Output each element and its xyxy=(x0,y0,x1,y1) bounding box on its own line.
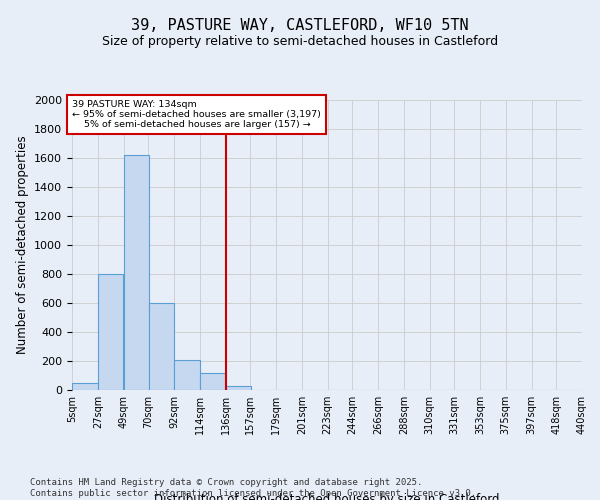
Bar xyxy=(226,386,251,390)
Bar xyxy=(124,155,149,390)
Text: Contains HM Land Registry data © Crown copyright and database right 2025.
Contai: Contains HM Land Registry data © Crown c… xyxy=(30,478,476,498)
Text: 39 PASTURE WAY: 134sqm
← 95% of semi-detached houses are smaller (3,197)
    5% : 39 PASTURE WAY: 134sqm ← 95% of semi-det… xyxy=(72,100,321,130)
Text: Size of property relative to semi-detached houses in Castleford: Size of property relative to semi-detach… xyxy=(102,35,498,48)
Bar xyxy=(174,360,199,390)
X-axis label: Distribution of semi-detached houses by size in Castleford: Distribution of semi-detached houses by … xyxy=(154,492,500,500)
Text: 39, PASTURE WAY, CASTLEFORD, WF10 5TN: 39, PASTURE WAY, CASTLEFORD, WF10 5TN xyxy=(131,18,469,32)
Bar xyxy=(200,374,225,390)
Bar xyxy=(98,274,123,390)
Bar xyxy=(72,383,97,390)
Bar xyxy=(149,303,174,390)
Y-axis label: Number of semi-detached properties: Number of semi-detached properties xyxy=(16,136,29,354)
